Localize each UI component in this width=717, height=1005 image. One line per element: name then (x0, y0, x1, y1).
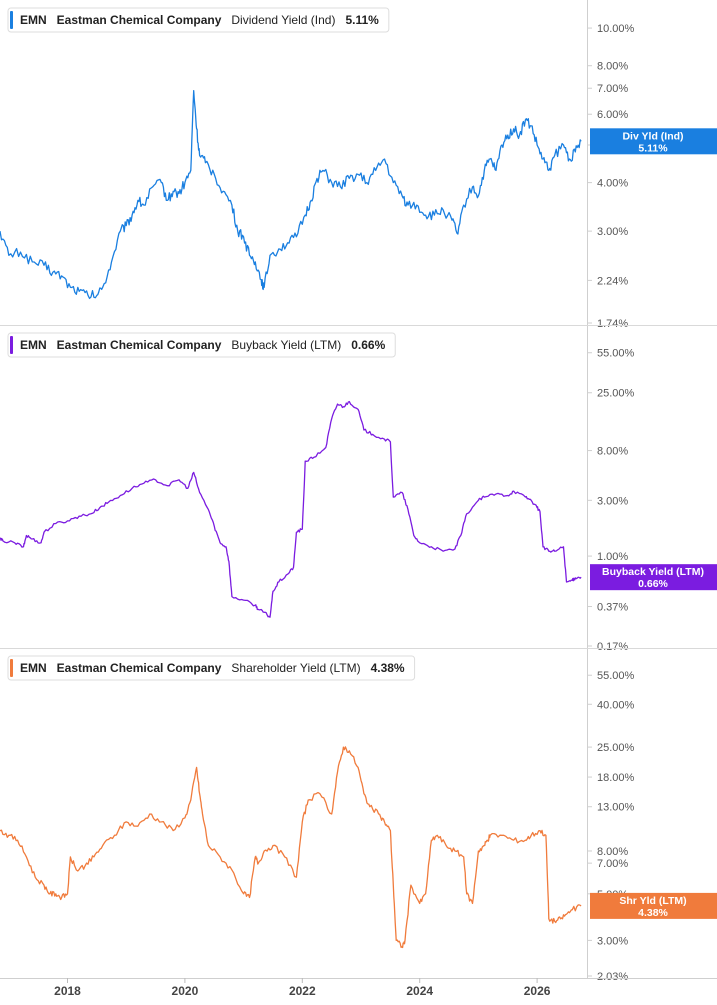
legend-ticker: EMN (20, 661, 47, 675)
legend-box (7, 332, 396, 358)
y-tick-label: 25.00% (597, 388, 635, 400)
legend-ticker: EMN (20, 338, 47, 352)
legend-color-swatch (10, 659, 13, 677)
x-tick-label: 2020 (172, 984, 199, 998)
y-tick-label: 0.37% (597, 602, 628, 614)
panel-2: 55.00% 25.00% 8.00% 3.00% 1.00% 0.37% 0.17% Buy… (0, 325, 717, 653)
y-tick-label: 1.00% (597, 551, 628, 563)
y-tick-label: 3.00% (597, 935, 628, 947)
legend-company: Eastman Chemical Company (57, 338, 222, 352)
y-tick-label: 0.17% (597, 641, 628, 653)
y-tick-label: 2.03% (597, 971, 628, 983)
legend-company: Eastman Chemical Company (57, 661, 222, 675)
y-tick-label: 8.00% (597, 61, 628, 73)
legend-ticker: EMN (20, 13, 47, 27)
legend: EMN Eastman Chemical Company Dividend Yiel… (7, 7, 390, 33)
y-tick-label: 13.00% (597, 802, 635, 814)
value-tag-value: 5.11% (638, 142, 668, 154)
legend: EMN Eastman Chemical Company Buyback Yield… (7, 332, 396, 358)
value-tag-label: Div Yld (Ind) (622, 130, 683, 142)
legend-value: 0.66% (351, 338, 385, 352)
value-tag-box (590, 128, 717, 155)
legend-box (7, 655, 416, 681)
legend-metric: Buyback Yield (LTM) (231, 338, 341, 352)
y-tick-label: 3.00% (597, 226, 628, 238)
panel-1: 10.00%8.00%7.00%6.00%5.00%4.00%3.00%2.24… (0, 7, 717, 330)
x-tick-label: 2022 (289, 984, 316, 998)
series-line (0, 90, 582, 300)
legend-metric: Shareholder Yield (LTM) (231, 661, 360, 675)
value-tag-box (590, 564, 717, 591)
current-value-tag: Buyback Yield (LTM)0.66% (590, 564, 717, 591)
y-tick-label: 8.00% (597, 446, 628, 458)
y-tick-label: 18.00% (597, 772, 635, 784)
legend-metric: Dividend Yield (Ind) (231, 13, 335, 27)
value-tag-box (590, 892, 717, 919)
x-tick-label: 2026 (524, 984, 551, 998)
value-tag-value: 4.38% (638, 907, 668, 919)
panel-3: 55.00% 40.00% 25.00% 18.00% 13.00% 8.00%7.00%… (0, 648, 717, 983)
legend-color-swatch (10, 11, 13, 29)
y-tick-label: 55.00% (597, 670, 635, 682)
series-line (0, 746, 582, 949)
legend: EMN Eastman Chemical Company Shareholder Y… (7, 655, 416, 681)
legend-color-swatch (10, 336, 13, 354)
x-tick-label: 2018 (54, 984, 81, 998)
series-line (0, 400, 582, 618)
legend-company: Eastman Chemical Company (57, 13, 222, 27)
y-tick-label: 3.00% (597, 495, 628, 507)
y-tick-label: 2.24% (597, 275, 628, 287)
y-tick-label: 10.00% (597, 23, 635, 35)
x-tick-label: 2024 (406, 984, 433, 998)
current-value-tag: Shr Yld (LTM)4.38% (590, 892, 717, 919)
y-tick-label: 7.00% (597, 858, 628, 870)
y-tick-label: 7.00% (597, 83, 628, 95)
y-tick-label: 40.00% (597, 699, 635, 711)
legend-value: 5.11% (345, 13, 379, 27)
y-tick-label: 55.00% (597, 348, 635, 360)
value-tag-label: Shr Yld (LTM) (619, 895, 686, 907)
y-tick-label: 4.00% (597, 178, 628, 190)
legend-box (7, 7, 390, 33)
value-tag-value: 0.66% (638, 578, 668, 590)
legend-value: 4.38% (371, 661, 405, 675)
current-value-tag: Div Yld (Ind)5.11% (590, 128, 717, 155)
y-tick-label: 1.74% (597, 318, 628, 330)
y-tick-label: 8.00% (597, 846, 628, 858)
y-tick-label: 25.00% (597, 742, 635, 754)
value-tag-label: Buyback Yield (LTM) (602, 566, 704, 578)
y-tick-label: 6.00% (597, 109, 628, 121)
